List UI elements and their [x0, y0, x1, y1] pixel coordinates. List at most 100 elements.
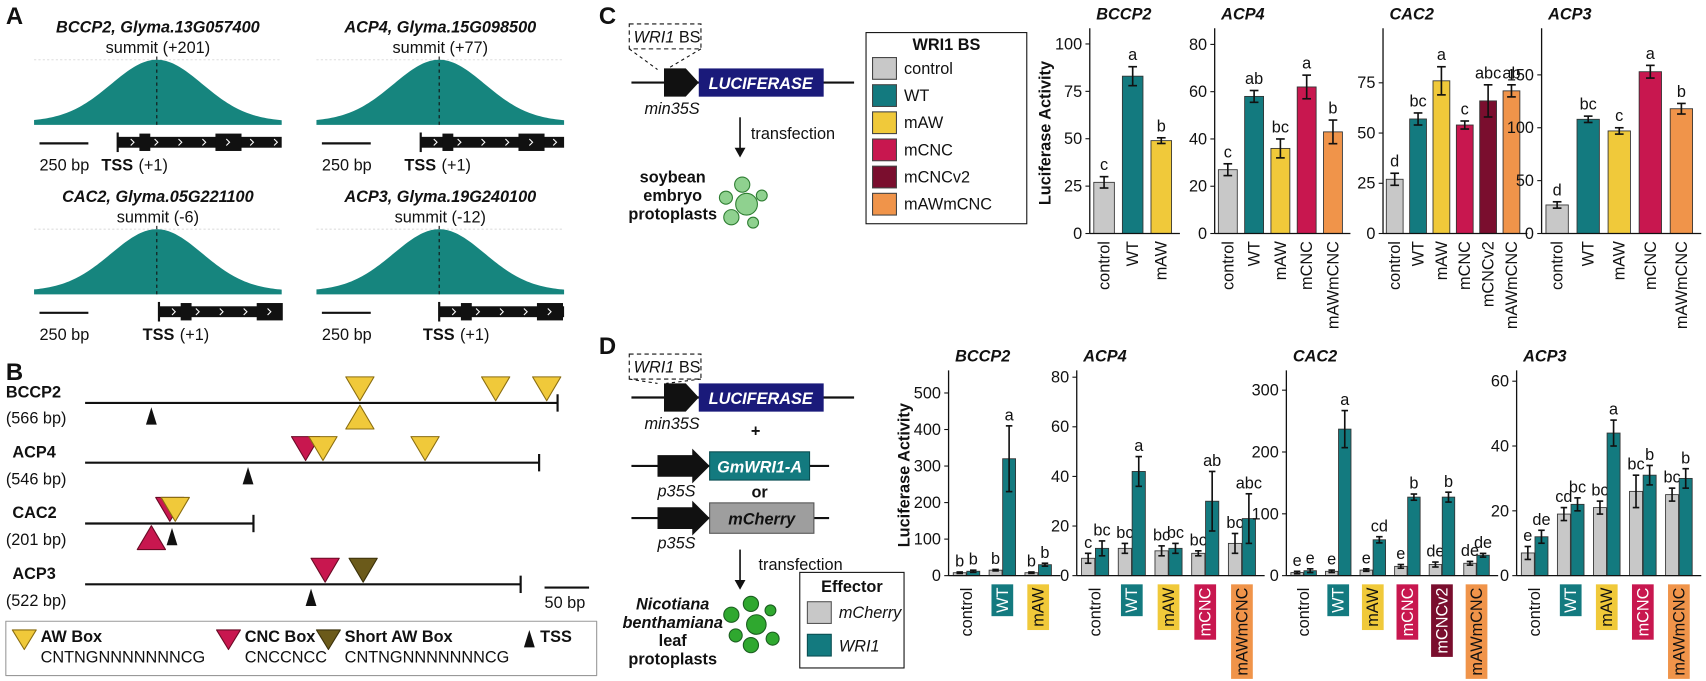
significance-letter: b [1409, 475, 1418, 493]
significance-letter: d [1553, 181, 1562, 199]
cells-label: protoplasts [628, 205, 717, 223]
legend-label: Short AW Box [345, 628, 453, 646]
y-tick-label: 80 [1051, 369, 1069, 387]
strand-arrow [225, 138, 231, 146]
x-tick-label: mAW [1030, 587, 1048, 627]
aw-box [481, 376, 511, 402]
x-tick: mAW [1157, 584, 1180, 631]
legend-swatch [872, 165, 897, 189]
promoter-arrow [664, 383, 699, 412]
y-tick-label: 40 [1189, 130, 1207, 148]
bar [1432, 80, 1451, 234]
significance-letter: ab [1203, 452, 1221, 470]
cells-label: soybean [640, 168, 706, 186]
significance-letter: c [1615, 107, 1623, 125]
strand-arrow [219, 308, 224, 316]
bar [1407, 496, 1421, 577]
x-tick-label: WT [994, 588, 1012, 613]
legend-box [865, 32, 1028, 225]
significance-letter: b [991, 550, 1000, 568]
gene-cac2: CAC2 (201 bp) [6, 496, 255, 551]
panel-c-diagram: WRI1 BS LUCIFERASE min35S transfection s… [628, 23, 1028, 229]
significance-letter: bc [1409, 92, 1426, 110]
tss-label: TSS (+1) [404, 157, 471, 175]
significance-letter: bc [1116, 524, 1133, 542]
strand-arrow [130, 138, 135, 146]
legend-title: Effector [821, 578, 883, 596]
bs-suffix: BS [679, 359, 701, 377]
category-box [1431, 584, 1453, 657]
significance-letter: c [1084, 534, 1092, 552]
category-box [991, 584, 1014, 617]
strand-arrow [273, 138, 279, 146]
y-tick-label: 25 [1064, 178, 1082, 196]
legend-motif: CNCCNCC [245, 649, 328, 667]
significance-letter: bc [1591, 482, 1608, 500]
significance-letter: de [1532, 511, 1550, 529]
coverage-peak [316, 59, 565, 125]
significance-letter: bc [1569, 478, 1586, 496]
step-label: transfection [759, 556, 843, 574]
significance-letter: bc [1093, 521, 1110, 539]
cell [723, 606, 740, 623]
panel-b: BCCP2 (566 bp) ACP4 (546 bp) CAC2 (201 b… [5, 376, 598, 677]
chart: BCCP2 Luciferase Activity 0 100 200 300 400 500… [895, 348, 1061, 636]
x-tick: control [1087, 588, 1105, 637]
y-tick-label: 0 [932, 567, 941, 585]
aw-box [345, 376, 375, 402]
y-tick-label: 0 [1525, 225, 1534, 243]
exon [139, 133, 151, 151]
strand-arrow [154, 138, 159, 146]
x-tick-label: mAWmCNC [1670, 587, 1688, 675]
cells-label: leaf [659, 632, 688, 650]
reporter-label: LUCIFERASE [709, 75, 814, 93]
panel-a: BCCP2, Glyma.13G057400 summit (+201) 250 b… [34, 19, 565, 344]
track-title: ACP4, Glyma.15G098500 [343, 19, 536, 37]
x-tick: mAWmCNC [1231, 584, 1253, 679]
bar [1338, 428, 1352, 577]
promoter-label: p35S [656, 534, 695, 552]
gene-model [420, 136, 565, 148]
y-tick-label: 60 [1051, 418, 1069, 436]
chart-title: BCCP2 [1096, 6, 1151, 24]
significance-letter: b [1681, 449, 1690, 467]
strand-arrow [528, 138, 534, 146]
significance-letter: b [1027, 553, 1036, 571]
strand-arrow [552, 138, 558, 146]
x-tick-label: mAWmCNC [1468, 587, 1486, 675]
tss-pos: (+1) [460, 326, 489, 344]
gene-acp3: ACP3 (522 bp) [6, 557, 522, 610]
promoter-arrow [657, 500, 710, 536]
significance-letter: bc [1627, 456, 1644, 474]
legend-swatch [872, 57, 897, 80]
significance-letter: de [1461, 542, 1479, 560]
cell [742, 637, 760, 654]
y-tick-label: 100 [1055, 35, 1082, 53]
x-tick-label: control [1087, 588, 1105, 637]
significance-letter: b [1328, 100, 1337, 118]
y-tick-label: 100 [1252, 505, 1279, 523]
x-tick: mAWmCNC [1668, 584, 1690, 679]
effector-label: GmWRI1-A [717, 458, 802, 476]
panel-label: D [599, 333, 616, 360]
x-tick-label: control [1526, 588, 1544, 637]
significance-letter: b [1645, 446, 1654, 464]
y-tick-label: 0 [1198, 225, 1207, 243]
x-tick-label: WT [1409, 241, 1427, 266]
promoter-arrow [657, 448, 710, 484]
bar [1502, 90, 1521, 234]
y-tick-label: 0 [1073, 225, 1082, 243]
bar [1607, 130, 1631, 234]
scale-label: 250 bp [39, 157, 89, 175]
gene-name: CAC2 [12, 504, 56, 522]
significance-letter: a [1437, 46, 1447, 64]
significance-letter: bc [1226, 514, 1243, 532]
category-box [1327, 584, 1350, 617]
track-title: ACP3, Glyma.19G240100 [343, 188, 536, 206]
coverage-peak [316, 229, 565, 295]
chart: BCCP2 Luciferase Activity 0 25 50 75 100 c contr… [1037, 6, 1180, 290]
aw-box [410, 436, 440, 462]
bar [1638, 71, 1662, 234]
